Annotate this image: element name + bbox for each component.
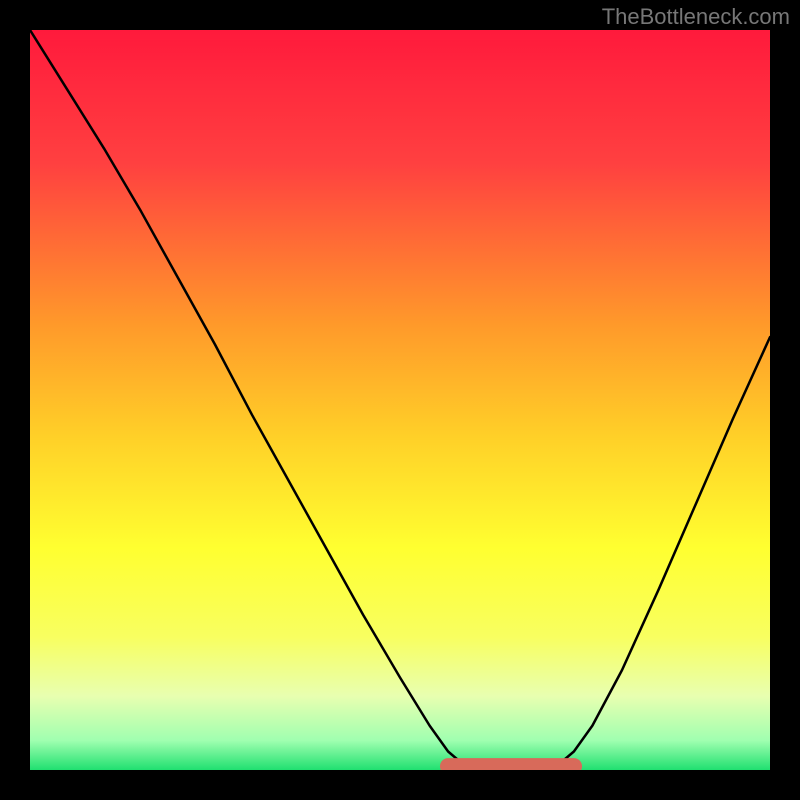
gradient-background	[30, 30, 770, 770]
bottleneck-chart	[0, 0, 800, 800]
watermark-text: TheBottleneck.com	[602, 4, 790, 30]
chart-container: TheBottleneck.com	[0, 0, 800, 800]
